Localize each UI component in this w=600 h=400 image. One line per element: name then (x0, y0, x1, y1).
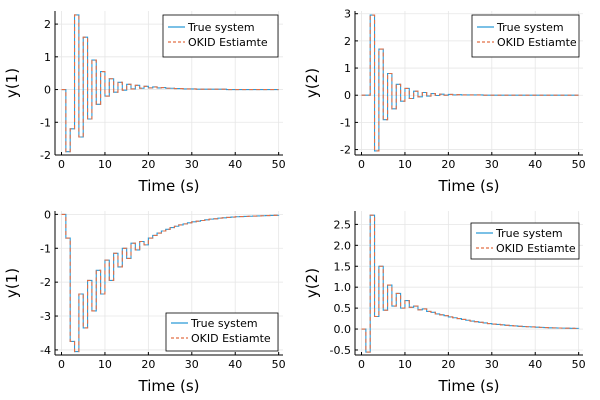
y-axis-label: y(2) (303, 268, 321, 298)
y-axis-label: y(1) (3, 268, 21, 298)
y-tick-label: 1 (344, 62, 351, 75)
y-tick-label: -1 (340, 116, 351, 129)
x-tick-label: 20 (441, 358, 455, 371)
series-line-okid-estimate (61, 14, 279, 153)
series-line-okid-estimate (361, 14, 579, 152)
x-tick-label: 50 (572, 358, 586, 371)
legend-label: OKID Estiamte (496, 242, 576, 255)
legend: True system OKID Estiamte (162, 14, 279, 58)
legend-label: True system (495, 227, 563, 240)
x-tick-label: 40 (528, 158, 542, 171)
x-tick-label: 40 (228, 158, 242, 171)
x-tick-label: 0 (358, 158, 365, 171)
x-tick-label: 30 (185, 358, 199, 371)
x-tick-label: 0 (58, 158, 65, 171)
series-line-okid-estimate (361, 214, 580, 353)
y-tick-label: -3 (40, 310, 51, 323)
x-tick-label: 10 (98, 158, 112, 171)
x-tick-label: 50 (272, 358, 286, 371)
legend-label: True system (190, 317, 258, 330)
subplot-1: 0 10 20 30 40 50 -2 -1 0 1 2 Time (s) y(1) True syste… (3, 11, 286, 195)
x-tick-label: 20 (441, 158, 455, 171)
y-tick-label: -4 (40, 344, 51, 357)
x-tick-label: 30 (485, 158, 499, 171)
y-tick-label: 1 (44, 51, 51, 64)
y-tick-label: 2 (344, 35, 351, 48)
x-axis-label: Time (s) (438, 177, 500, 195)
y-tick-label: 3 (344, 8, 351, 21)
legend: True system OKID Estiamte (165, 312, 279, 352)
x-tick-label: 10 (98, 358, 112, 371)
y-tick-label: -0.5 (330, 344, 351, 357)
y-tick-label: -2 (40, 276, 51, 289)
x-tick-label: 10 (398, 358, 412, 371)
y-tick-label: 0.5 (334, 302, 352, 315)
y-tick-label: 2.5 (334, 218, 352, 231)
y-tick-label: 0.0 (334, 323, 352, 336)
y-tick-label: 0 (44, 84, 51, 97)
legend: True system OKID Estiamte (471, 14, 580, 58)
series-line-okid-estimate (61, 213, 280, 353)
y-tick-label: -1 (40, 116, 51, 129)
y-tick-label: 0 (44, 208, 51, 221)
legend-box (471, 14, 580, 58)
x-axis-label: Time (s) (138, 377, 200, 395)
subplot-3: 0 10 20 30 40 50 -4 -3 -2 -1 0 Time (s) y(1) True sys… (3, 208, 286, 395)
y-tick-label: -2 (40, 149, 51, 162)
y-tick-label: 1.5 (334, 260, 352, 273)
y-tick-label: 1.0 (334, 281, 352, 294)
x-tick-label: 0 (358, 358, 365, 371)
x-tick-label: 10 (398, 158, 412, 171)
x-tick-label: 40 (228, 358, 242, 371)
x-axis-label: Time (s) (138, 177, 200, 195)
x-tick-label: 20 (141, 358, 155, 371)
legend-label: True system (496, 21, 564, 34)
x-tick-label: 50 (272, 158, 286, 171)
x-tick-label: 50 (572, 158, 586, 171)
y-axis-label: y(2) (303, 68, 321, 98)
legend-box (470, 222, 580, 260)
legend-box (165, 312, 279, 352)
x-axis-label: Time (s) (438, 377, 500, 395)
x-tick-label: 0 (58, 358, 65, 371)
legend-label: True system (187, 21, 255, 34)
legend: True system OKID Estiamte (470, 222, 580, 260)
x-tick-label: 30 (185, 158, 199, 171)
y-tick-label: 0 (344, 89, 351, 102)
subplot-4: 0 10 20 30 40 50 -0.5 0.0 0.5 1.0 1.5 2.0 2.5 Time (s… (303, 211, 586, 395)
legend-label: OKID Estiamte (497, 36, 577, 49)
x-tick-label: 20 (141, 158, 155, 171)
y-tick-label: 2.0 (334, 239, 352, 252)
x-tick-label: 30 (485, 358, 499, 371)
legend-label: OKID Estiamte (191, 332, 271, 345)
legend-label: OKID Estiamte (188, 36, 268, 49)
x-tick-label: 40 (528, 358, 542, 371)
y-tick-label: 2 (44, 18, 51, 31)
subplot-2: 0 10 20 30 40 50 -2 -1 0 1 2 3 Time (s) y(2) True syst… (303, 8, 586, 195)
y-tick-label: -1 (40, 242, 51, 255)
y-tick-label: -2 (340, 144, 351, 157)
y-axis-label: y(1) (3, 68, 21, 98)
legend-box (162, 14, 279, 58)
